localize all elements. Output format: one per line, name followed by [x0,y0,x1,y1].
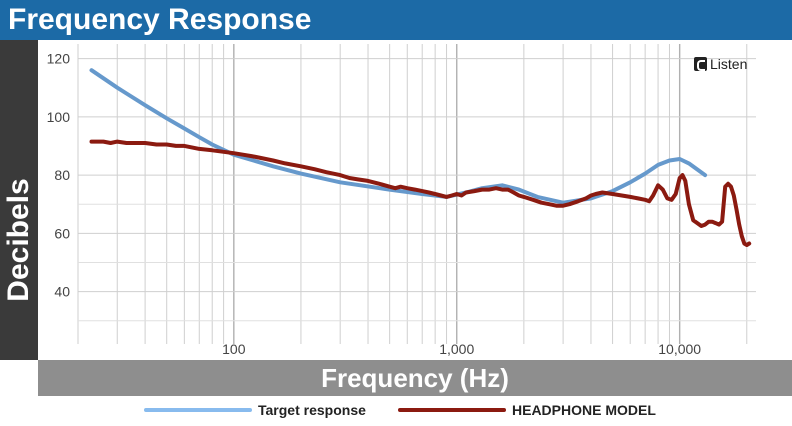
x-tick-labels: 100 1,000 10,000 [222,341,701,357]
legend-swatch-target [144,408,252,412]
y-tick-label: 120 [47,51,71,67]
series-lines [89,68,752,247]
chart-title-bar: Frequency Response [0,0,792,40]
legend-item-headphone: HEADPHONE MODEL [398,398,656,422]
y-tick-label: 80 [54,167,70,183]
x-tick-label: 10,000 [658,341,701,357]
legend-swatch-headphone [398,408,506,412]
listen-logo-icon [694,57,707,71]
brand-name: Listen [710,56,748,72]
y-tick-label: 60 [54,225,70,241]
chart-legend: Target response HEADPHONE MODEL [0,398,792,422]
y-tick-labels: 40 60 80 100 120 [47,51,71,300]
legend-label-target: Target response [258,402,366,418]
y-tick-label: 40 [54,284,70,300]
y-axis-label-bar: Decibels [0,40,38,360]
x-tick-label: 100 [222,341,246,357]
x-axis-label: Frequency (Hz) [321,363,509,393]
headphone-model-line [89,139,752,247]
legend-label-headphone: HEADPHONE MODEL [512,402,656,418]
brand-watermark: Listen [694,56,747,72]
x-axis-label-bar: Frequency (Hz) [38,360,792,396]
target-response-line [89,68,708,205]
x-tick-label: 1,000 [439,341,474,357]
y-tick-label: 100 [47,109,71,125]
plot-grid [77,44,756,344]
legend-item-target: Target response [144,398,366,422]
chart-title: Frequency Response [8,3,312,36]
